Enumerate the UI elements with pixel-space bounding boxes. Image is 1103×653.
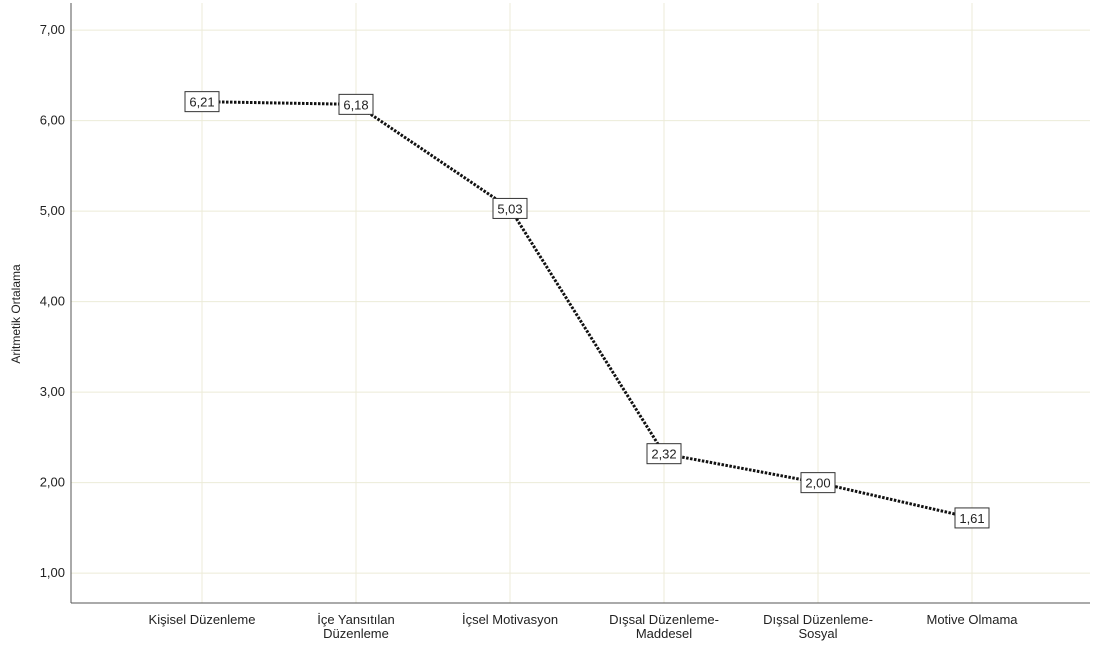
y-tick-label: 6,00 (40, 113, 65, 128)
data-label: 1,61 (954, 507, 990, 529)
data-label-text: 6,18 (343, 97, 368, 112)
data-label-text: 1,61 (959, 511, 984, 526)
data-labels: 6,21 6,18 5,03 2,32 2,00 1,61 (184, 91, 990, 529)
axes (70, 3, 1090, 604)
data-label-box (800, 472, 836, 494)
x-tick-label: Kişisel Düzenleme (149, 612, 256, 627)
x-tick-label: Motive Olmama (926, 612, 1018, 627)
series-line-path (201, 100, 973, 520)
data-label: 5,03 (492, 197, 528, 219)
x-tick-label: İçsel Motivasyon (462, 612, 558, 627)
data-label-text: 2,32 (651, 447, 676, 462)
y-tick-label: 1,00 (40, 565, 65, 580)
x-tick-label: Dışsal Düzenleme-Sosyal (763, 612, 873, 641)
grid-lines (71, 3, 1090, 603)
data-label-box (954, 507, 990, 529)
data-label: 2,00 (800, 472, 836, 494)
x-tick-label: İçe Yansıtılan Düzenleme (317, 612, 395, 641)
data-label: 2,32 (646, 443, 682, 465)
y-tick-label: 5,00 (40, 203, 65, 218)
x-tick-label: Dışsal Düzenleme-Maddesel (609, 612, 719, 641)
y-tick-label: 2,00 (40, 475, 65, 490)
y-axis-ticks: 1,00 2,00 3,00 4,00 5,00 6,00 7,00 (40, 22, 65, 580)
data-label-box (338, 93, 374, 115)
y-axis-title: Aritmetik Ortalama (9, 264, 23, 364)
data-label-text: 6,21 (189, 95, 214, 110)
y-tick-label: 4,00 (40, 294, 65, 309)
data-label-text: 5,03 (497, 201, 522, 216)
data-label: 6,18 (338, 93, 374, 115)
y-tick-label: 3,00 (40, 384, 65, 399)
data-label-box (492, 197, 528, 219)
data-label: 6,21 (184, 91, 220, 113)
data-label-box (646, 443, 682, 465)
y-tick-label: 7,00 (40, 22, 65, 37)
series-line (201, 100, 973, 520)
x-axis-ticks: Kişisel Düzenleme İçe Yansıtılan Düzenleme… (149, 612, 1019, 641)
data-label-box (184, 91, 220, 113)
data-label-text: 2,00 (805, 476, 830, 491)
